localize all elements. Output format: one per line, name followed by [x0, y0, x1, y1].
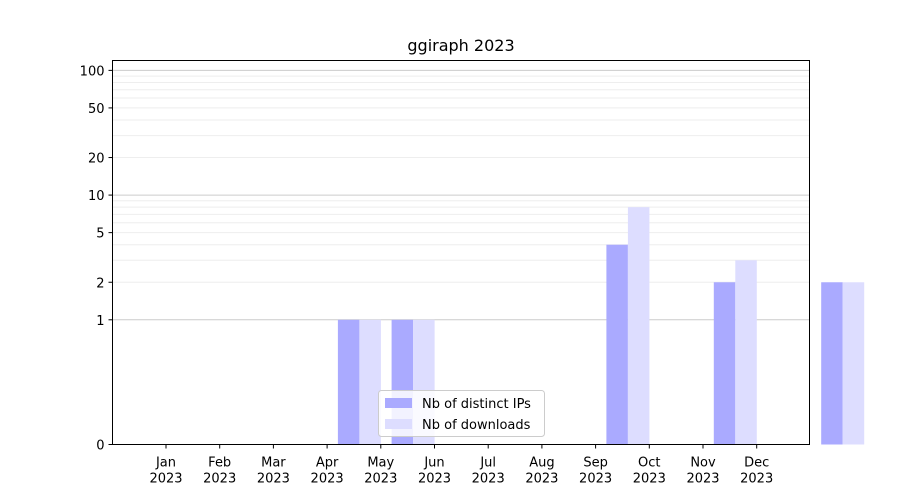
y-tick-label: 5 [96, 227, 104, 242]
x-tick-label-month: Feb [208, 456, 231, 471]
x-tick-label-year: 2023 [364, 472, 397, 487]
x-tick-label-year: 2023 [149, 472, 182, 487]
x-tick-label-month: Mar [261, 456, 286, 471]
legend-box [378, 390, 545, 437]
x-tick-label-year: 2023 [740, 472, 773, 487]
bar-downloads-2 [359, 319, 381, 445]
y-axis: 0 1 2 5 10 20 50 100 [80, 64, 113, 454]
grid-lines [112, 69, 810, 321]
y-tick-label: 0 [96, 439, 104, 454]
y-tick-label: 10 [88, 189, 105, 204]
x-tick-label-year: 2023 [525, 472, 558, 487]
bar-distinct-ips-2 [337, 319, 360, 445]
bar-downloads-9 [735, 260, 757, 445]
x-tick-label-month: Jun [423, 456, 444, 471]
y-tick-label: 1 [96, 314, 104, 329]
legend-swatch [385, 419, 412, 429]
x-tick-label-month: May [367, 456, 394, 471]
x-tick-label-month: Oct [638, 456, 660, 471]
bar-distinct-ips-11 [821, 282, 843, 445]
chart-title: ggiraph 2023 [407, 36, 514, 55]
x-tick-label-month: Jan [155, 456, 176, 471]
legend-swatch [385, 398, 412, 408]
x-tick-label-month: Nov [690, 456, 716, 471]
x-axis: Jan2023Feb2023Mar2023Apr2023May2023Jun20… [149, 444, 773, 487]
x-tick-label-year: 2023 [472, 472, 505, 487]
legend-label: Nb of distinct IPs [422, 397, 531, 412]
x-tick-label-month: Dec [744, 456, 769, 471]
x-tick-label-month: Aug [529, 456, 554, 471]
plot-frame [112, 60, 810, 445]
y-tick-label: 50 [88, 102, 105, 117]
x-tick-label-year: 2023 [418, 472, 451, 487]
bar-downloads-11 [842, 282, 865, 445]
legend: Nb of distinct IPs Nb of downloads [378, 390, 545, 437]
bar-distinct-ips-9 [713, 282, 736, 445]
x-tick-label-year: 2023 [257, 472, 290, 487]
legend-label: Nb of downloads [422, 418, 531, 433]
x-tick-label-year: 2023 [203, 472, 236, 487]
x-tick-label-year: 2023 [633, 472, 666, 487]
x-tick-label-month: Apr [316, 456, 339, 471]
y-tick-label: 2 [96, 276, 104, 291]
bar-distinct-ips-7 [606, 244, 628, 445]
x-tick-label-year: 2023 [686, 472, 719, 487]
y-tick-label: 100 [80, 64, 105, 79]
x-tick-label-year: 2023 [579, 472, 612, 487]
bar-downloads-7 [627, 207, 650, 445]
x-tick-label-year: 2023 [311, 472, 344, 487]
y-tick-label: 20 [88, 152, 105, 167]
x-tick-label-month: Sep [583, 456, 608, 471]
x-tick-label-month: Jul [479, 456, 496, 471]
